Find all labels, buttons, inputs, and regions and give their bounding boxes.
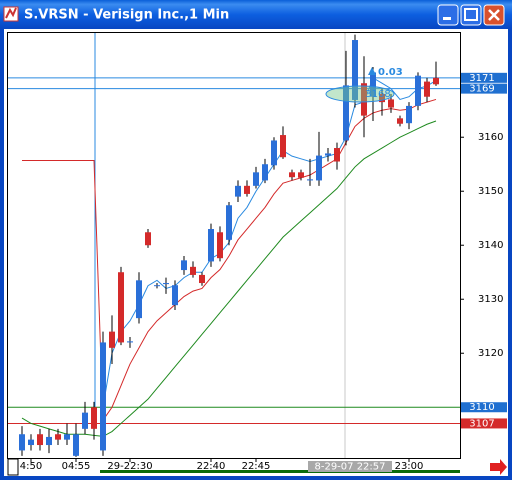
candle-body [28, 439, 34, 446]
candle-body [262, 164, 268, 181]
price-label: 3107 [469, 418, 494, 429]
candle-body [73, 434, 79, 456]
y-tick-label: 3150 [478, 186, 503, 197]
candle-body [271, 140, 277, 166]
price-label-box [461, 83, 507, 94]
price-label-box [461, 402, 507, 413]
scroll-handle[interactable] [7, 458, 19, 476]
app-icon-glyph [5, 7, 17, 19]
x-tick-label: 23:00 [395, 461, 424, 472]
candle-body [100, 342, 106, 451]
candle-body [424, 81, 430, 97]
candle-body [370, 72, 376, 97]
candle-body [316, 155, 322, 181]
candle-body [46, 436, 52, 446]
price-label: 3110 [469, 402, 494, 413]
minimize-button[interactable] [437, 4, 459, 26]
candle-body [145, 232, 151, 246]
close-glyph [488, 9, 500, 21]
candle-body [406, 105, 412, 124]
y-tick-label: 3140 [478, 240, 503, 251]
y-tick-label: 3120 [478, 348, 503, 359]
candle-body [91, 407, 97, 429]
crosshair-label-box [308, 461, 392, 472]
candle-body [343, 85, 349, 141]
window-title: S.VRSN - Verisign Inc.,1 Min [24, 8, 229, 23]
x-tick-label: 29-22:30 [107, 461, 152, 472]
candle-body [82, 412, 88, 429]
change-arrow [368, 67, 376, 75]
cursor-price: 3168 [365, 89, 390, 100]
price-label-box [461, 72, 507, 83]
candle-body [289, 172, 295, 178]
candle-body [172, 285, 178, 306]
candle-body [226, 205, 232, 240]
candle-body [181, 260, 187, 271]
candle-body [199, 274, 205, 284]
candle-body [55, 434, 61, 440]
candle-body [244, 185, 250, 194]
candle-body [154, 285, 160, 287]
candle-body [118, 272, 124, 343]
candle-body [64, 434, 70, 440]
title-bar [0, 0, 512, 29]
y-tick-label: 3130 [478, 294, 503, 305]
cursor-highlight [325, 85, 395, 103]
candle-body [388, 99, 394, 108]
candle-body [397, 118, 403, 124]
candle-body [19, 434, 25, 451]
candle-body [136, 280, 142, 319]
candle-body [217, 232, 223, 259]
title-buttons [437, 4, 505, 26]
candle-body [109, 331, 115, 348]
x-tick-label: 22:45 [242, 461, 271, 472]
candle-body [253, 172, 259, 186]
x-tick-label: 4:50 [20, 461, 42, 472]
y-tick-label: 3160 [478, 132, 503, 143]
price-label-box [461, 418, 507, 429]
maximize-glyph [464, 8, 478, 21]
candle-body [208, 229, 214, 262]
candle-body [163, 283, 169, 285]
candle-body [127, 341, 133, 343]
candle-body [433, 77, 439, 85]
crosshair-label: 8-29-07 22:57 [314, 462, 385, 473]
change-label: 0.03 [378, 67, 403, 78]
moving-average [102, 77, 437, 408]
candle-body [325, 153, 331, 156]
x-tick-label: 04:55 [62, 461, 91, 472]
scroll-arrow[interactable] [490, 459, 507, 475]
price-label: 3171 [469, 73, 494, 84]
minimize-glyph [443, 17, 451, 20]
moving-average [21, 120, 437, 437]
candle-body [280, 135, 286, 158]
candle-body [235, 185, 241, 197]
moving-average [22, 98, 437, 422]
candle-body [334, 148, 340, 162]
candle-body [352, 40, 358, 100]
candle-body [37, 434, 43, 446]
plot-area [7, 32, 461, 459]
scroll-bar [100, 470, 460, 473]
candle-body [307, 179, 313, 181]
candle-body [415, 75, 421, 106]
candle-body [361, 83, 367, 116]
candle-body [379, 94, 385, 103]
price-label: 3169 [469, 84, 494, 95]
candle-body [298, 172, 304, 178]
candle-body [190, 266, 196, 275]
x-tick-label: 22:40 [197, 461, 226, 472]
